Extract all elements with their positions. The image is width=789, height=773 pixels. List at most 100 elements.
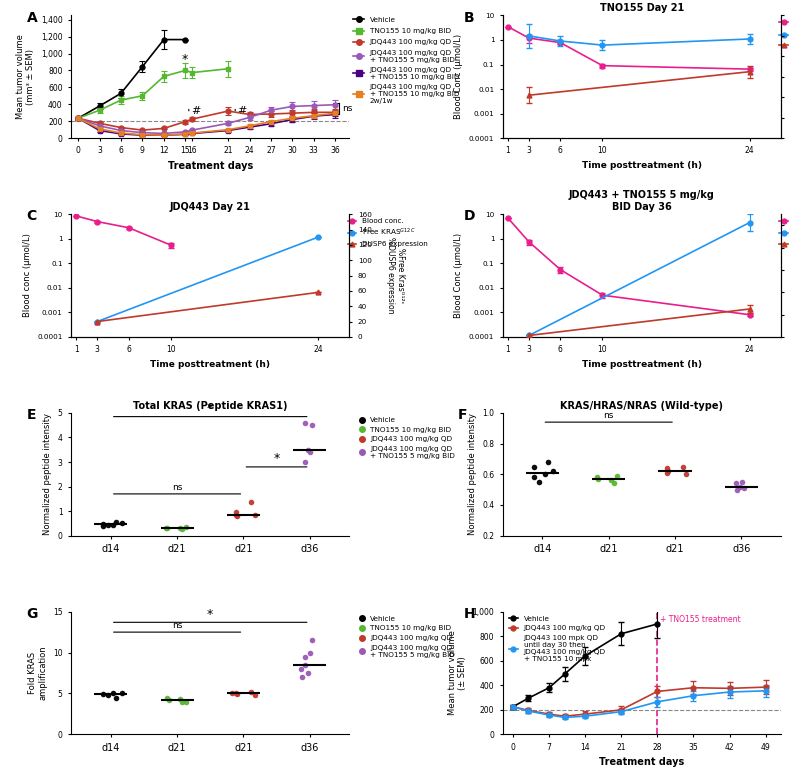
X-axis label: Treatment days: Treatment days	[600, 758, 685, 768]
Legend: Vehicle, JDQ443 100 mg/kg QD, JDQ443 100 mpk QD
until day 30 then
JDQ443 100 mg/: Vehicle, JDQ443 100 mg/kg QD, JDQ443 100…	[507, 613, 608, 665]
Point	[608, 477, 620, 489]
Point	[735, 475, 748, 488]
Text: D: D	[464, 209, 475, 223]
Point	[661, 462, 674, 475]
Point	[662, 465, 675, 478]
Legend: Vehicle, TNO155 10 mg/kg BID, JDQ443 100 mg/kg QD, JDQ443 100 mg/kg QD
+ TNO155 : Vehicle, TNO155 10 mg/kg BID, JDQ443 100…	[356, 613, 458, 661]
Y-axis label: %Free Krasᴳ¹²ᶜ
%DUSP6 expression: %Free Krasᴳ¹²ᶜ %DUSP6 expression	[386, 237, 405, 314]
Title: KRAS/HRAS/NRAS (Wild-type): KRAS/HRAS/NRAS (Wild-type)	[560, 400, 724, 410]
Text: #: #	[191, 107, 200, 117]
Point	[110, 691, 122, 703]
X-axis label: Time posttreatment (h): Time posttreatment (h)	[150, 359, 271, 369]
Point	[680, 468, 693, 481]
X-axis label: Time posttreatment (h): Time posttreatment (h)	[581, 161, 702, 170]
Point	[731, 483, 743, 495]
Legend: Vehicle, TNO155 10 mg/kg BID, JDQ443 100 mg/kg QD, JDQ443 100 mg/kg QD
+ TNO155 : Vehicle, TNO155 10 mg/kg BID, JDQ443 100…	[356, 414, 458, 462]
Y-axis label: Blood Conc (µmol/L): Blood Conc (µmol/L)	[454, 34, 463, 119]
Text: ns: ns	[172, 483, 182, 492]
Point	[96, 688, 109, 700]
Y-axis label: Normalized peptide intensity: Normalized peptide intensity	[468, 414, 477, 535]
X-axis label: Time posttreatment (h): Time posttreatment (h)	[581, 359, 702, 369]
Text: *: *	[208, 608, 213, 621]
Point	[230, 686, 242, 699]
Text: ns: ns	[342, 104, 352, 113]
Point	[160, 691, 173, 703]
Legend: Blood conc., Free KRAS$^{G12C}$, DUSP6 expression: Blood conc., Free KRAS$^{G12C}$, DUSP6 e…	[776, 16, 789, 52]
Point	[299, 456, 312, 468]
Point	[299, 659, 312, 671]
Point	[541, 456, 554, 468]
Title: TNO155 Day 21: TNO155 Day 21	[600, 3, 684, 13]
Legend: Vehicle, TNO155 10 mg/kg BID, JDQ443 100 mg/kg QD, JDQ443 100 mg/kg QD
+ TNO155 : Vehicle, TNO155 10 mg/kg BID, JDQ443 100…	[353, 16, 459, 104]
Point	[249, 689, 261, 701]
Point	[306, 419, 319, 431]
Point	[96, 518, 109, 530]
Text: G: G	[27, 607, 38, 621]
Point	[102, 519, 114, 532]
Point	[102, 689, 114, 701]
Text: E: E	[27, 408, 36, 422]
Point	[533, 475, 546, 488]
Point	[296, 671, 308, 683]
Point	[163, 694, 175, 707]
Text: ns: ns	[604, 410, 614, 420]
Point	[295, 662, 308, 675]
Point	[528, 472, 540, 484]
Point	[301, 667, 314, 679]
Title: JDQ443 + TNO155 5 mg/kg
BID Day 36: JDQ443 + TNO155 5 mg/kg BID Day 36	[569, 190, 715, 212]
Point	[176, 523, 189, 535]
Point	[298, 650, 311, 662]
Point	[306, 634, 319, 646]
Y-axis label: Normalized peptide intensity: Normalized peptide intensity	[43, 414, 52, 535]
Point	[230, 510, 243, 523]
Point	[730, 477, 742, 489]
Text: *: *	[274, 452, 279, 465]
Point	[107, 687, 119, 700]
Text: A: A	[27, 11, 37, 25]
Point	[180, 521, 193, 533]
Point	[249, 509, 261, 521]
Point	[180, 696, 193, 709]
Legend: Blood conc., Free KRAS$^{G12C}$, DUSP6 expression: Blood conc., Free KRAS$^{G12C}$, DUSP6 e…	[345, 216, 431, 250]
Point	[96, 520, 109, 533]
Point	[301, 444, 314, 456]
X-axis label: Treatment days: Treatment days	[167, 161, 252, 171]
Y-axis label: Mean tumor volume
(± SEM): Mean tumor volume (± SEM)	[447, 631, 467, 716]
Title: Total KRAS (Peptide KRAS1): Total KRAS (Peptide KRAS1)	[133, 400, 287, 410]
Text: F: F	[458, 408, 468, 422]
Point	[734, 480, 746, 492]
Point	[107, 519, 119, 531]
Point	[245, 495, 258, 508]
Text: *: *	[208, 403, 213, 415]
Point	[230, 509, 242, 522]
Point	[160, 522, 173, 534]
Point	[304, 646, 316, 659]
Title: JDQ443 Day 21: JDQ443 Day 21	[170, 202, 251, 212]
Point	[115, 516, 128, 529]
Point	[528, 461, 540, 473]
Text: H: H	[464, 607, 475, 621]
Point	[115, 686, 128, 699]
Y-axis label: Mean tumor volume
(mm³ ± SEM): Mean tumor volume (mm³ ± SEM)	[16, 34, 36, 119]
Point	[176, 696, 189, 708]
Point	[547, 465, 559, 478]
Text: + TNO155 treatment: + TNO155 treatment	[660, 615, 741, 625]
Point	[230, 688, 243, 700]
Point	[110, 516, 122, 528]
Point	[611, 470, 624, 482]
Point	[304, 446, 316, 458]
Point	[592, 473, 604, 485]
Y-axis label: Fold KRAS
amplification: Fold KRAS amplification	[28, 645, 47, 700]
Point	[174, 522, 186, 534]
Point	[230, 506, 242, 519]
Y-axis label: Blood conc (µmol/L): Blood conc (µmol/L)	[23, 233, 32, 318]
Legend: Blood conc., Free KRAS$^{G12C}$, DUSP6 expression: Blood conc., Free KRAS$^{G12C}$, DUSP6 e…	[776, 216, 789, 250]
Point	[174, 693, 186, 706]
Point	[159, 521, 172, 533]
Text: #: #	[237, 107, 247, 117]
Text: B: B	[464, 11, 474, 25]
Point	[677, 461, 690, 473]
Point	[298, 417, 311, 429]
Legend: Vehicle, TNO155 10 mg/kg BID, JDQ443 100 mg/kg QD, JDQ443 100 mg/kg QD
+ TNO155 : Vehicle, TNO155 10 mg/kg BID, JDQ443 100…	[787, 414, 789, 462]
Point	[245, 686, 258, 698]
